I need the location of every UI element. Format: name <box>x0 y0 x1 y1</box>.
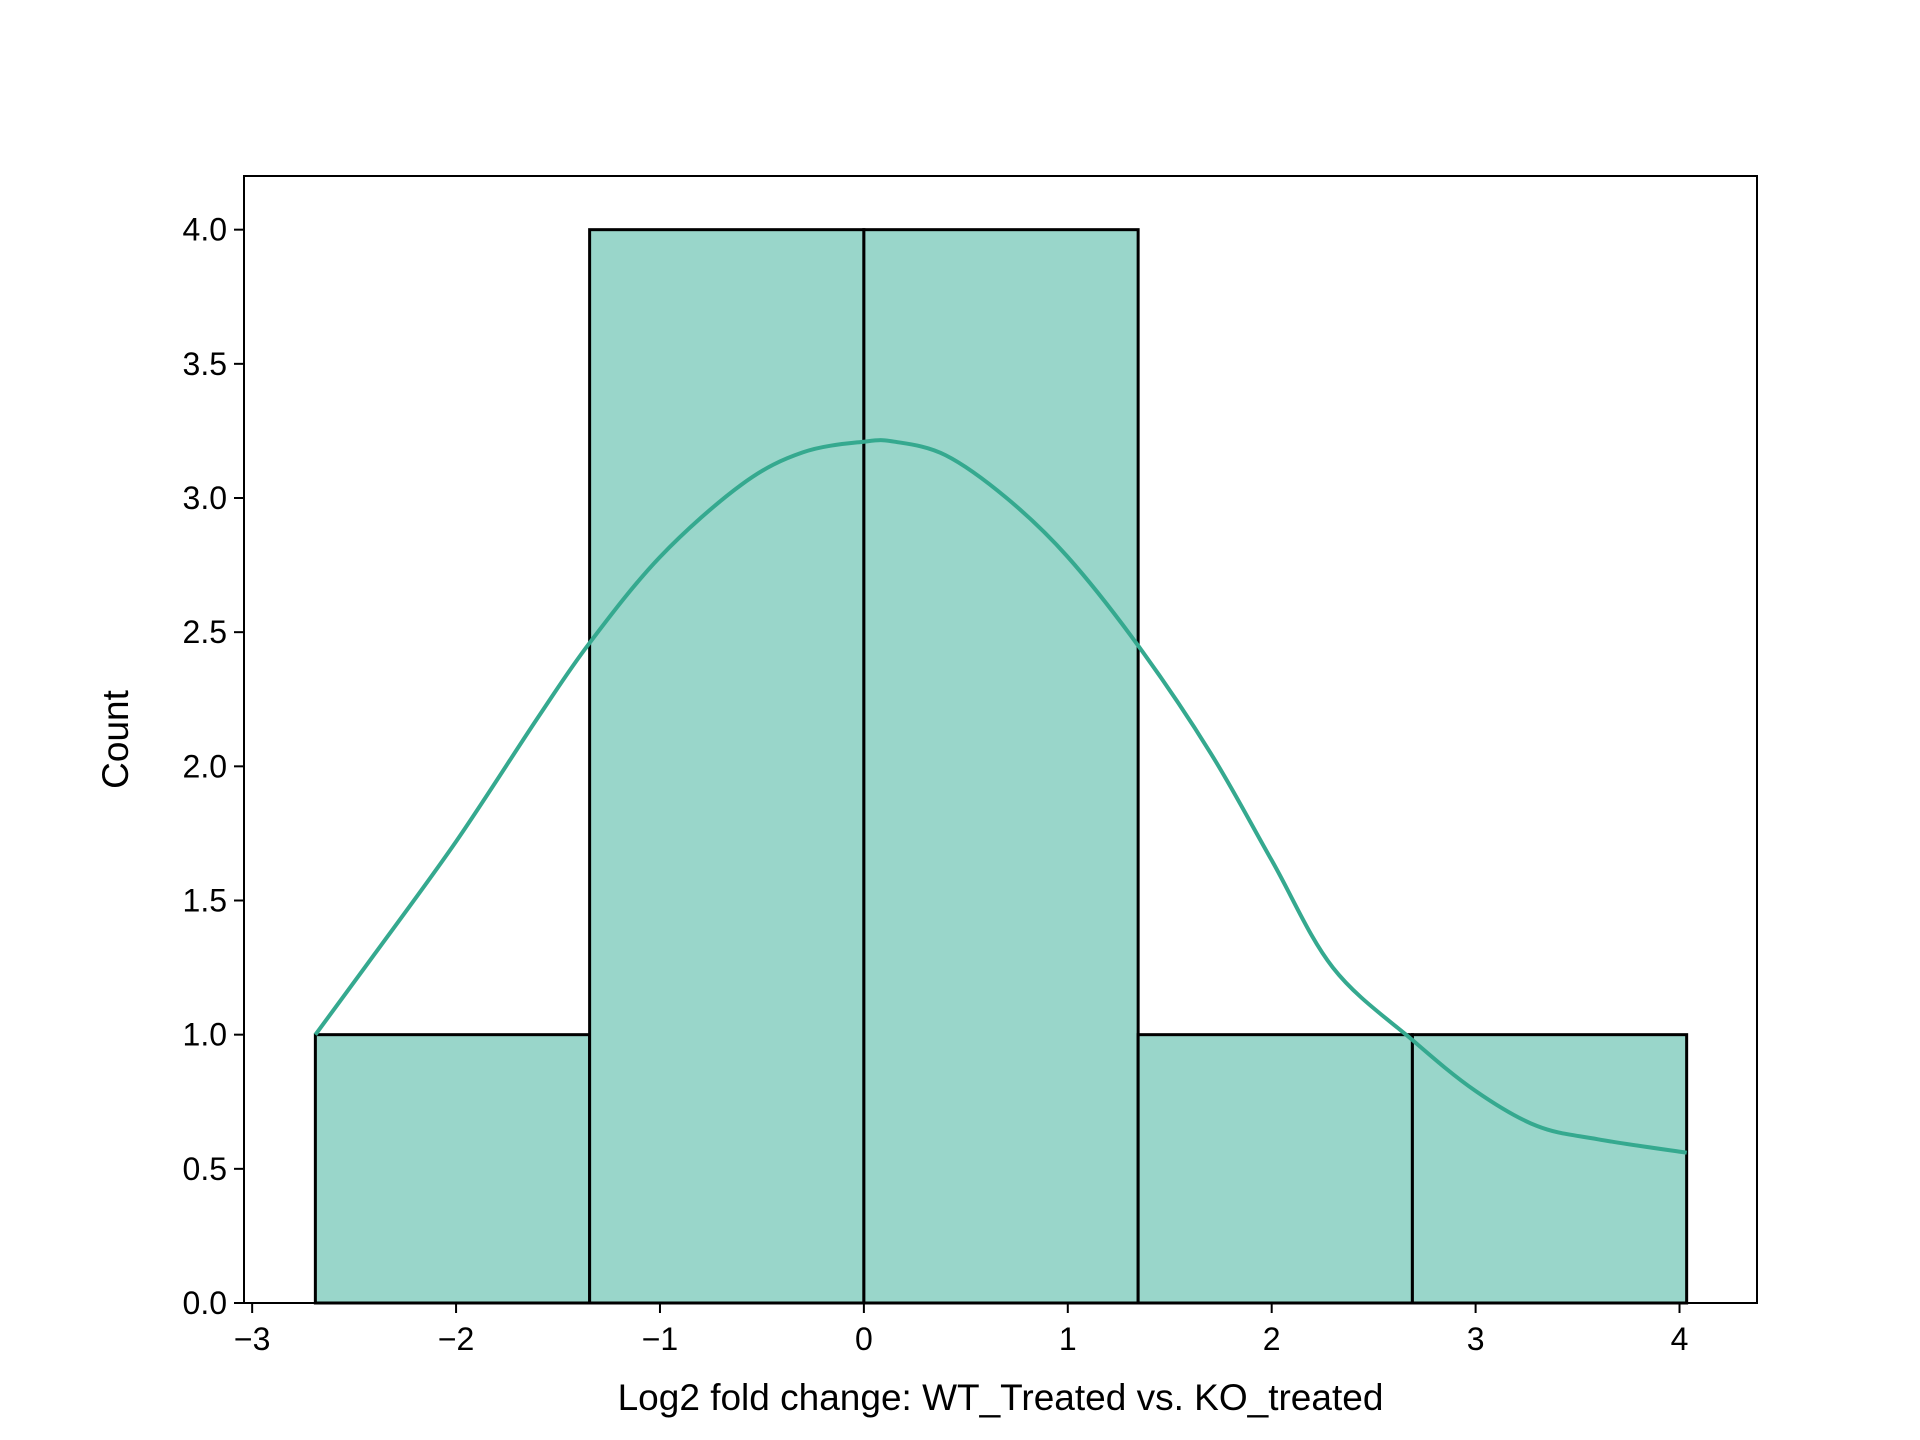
x-tick-label: −2 <box>438 1321 474 1357</box>
histogram-bar-2 <box>588 228 866 1305</box>
x-tick-label: −3 <box>234 1321 270 1357</box>
histogram-bars <box>313 228 1689 1305</box>
x-tick-label: 2 <box>1263 1321 1281 1357</box>
plot-frame <box>243 175 1758 1304</box>
y-tick-label: 2.0 <box>183 748 227 784</box>
histogram-bar-3 <box>862 228 1140 1305</box>
y-tick-label: 3.5 <box>183 346 227 382</box>
y-tick-label: 4.0 <box>183 212 227 248</box>
x-axis-title: Log2 fold change: WT_Treated vs. KO_trea… <box>618 1377 1384 1418</box>
x-tick-label: 3 <box>1467 1321 1485 1357</box>
x-tick-label: −1 <box>642 1321 678 1357</box>
y-tick-label: 0.0 <box>183 1285 227 1321</box>
kde-curve <box>313 438 1687 1155</box>
y-tick-label: 2.5 <box>183 614 227 650</box>
y-axis-title: Count <box>95 689 136 788</box>
x-axis: −3 −2 −1 0 1 2 3 4 <box>234 1303 1688 1357</box>
x-tick-label: 1 <box>1059 1321 1077 1357</box>
x-tick-label: 0 <box>855 1321 873 1357</box>
y-tick-label: 1.5 <box>183 883 227 919</box>
y-tick-label: 3.0 <box>183 480 227 516</box>
y-axis: 0.0 0.5 1.0 1.5 2.0 2.5 3.0 3.5 4.0 <box>183 212 244 1321</box>
y-tick-label: 1.0 <box>183 1017 227 1053</box>
histogram-bar-4 <box>1136 1033 1414 1305</box>
x-tick-label: 4 <box>1671 1321 1689 1357</box>
y-tick-label: 0.5 <box>183 1151 227 1187</box>
histogram-bar-1 <box>313 1033 592 1305</box>
